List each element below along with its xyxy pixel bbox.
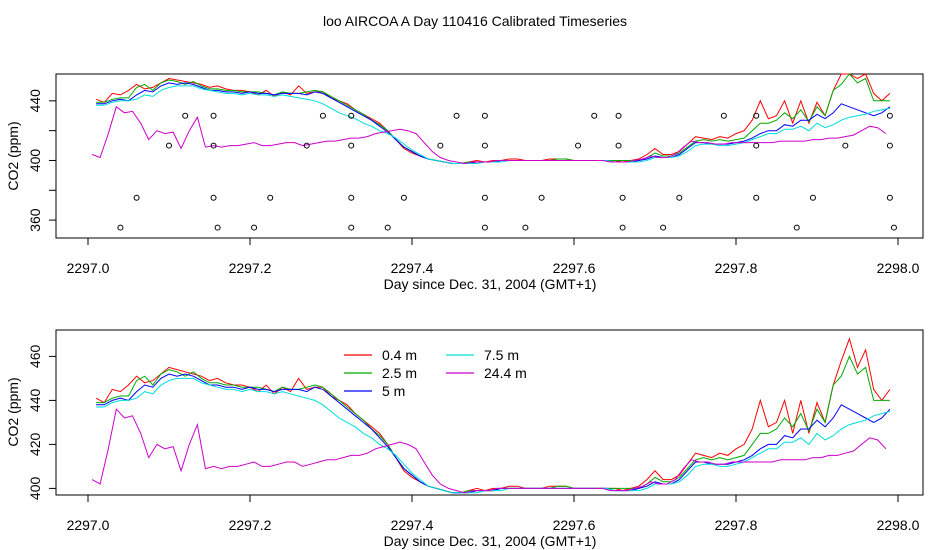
legend-label-4: 24.4 m [484, 365, 527, 381]
x-tick-label: 2297.8 [715, 517, 758, 533]
outlier-point [251, 224, 258, 231]
bottom-series-lines [91, 337, 891, 494]
series-line-0 [95, 337, 891, 494]
outlier-point [619, 224, 626, 231]
outlier-point [522, 224, 529, 231]
bottom-plot-frame [55, 329, 924, 496]
outlier-point [348, 224, 355, 231]
x-tick-label: 2297.2 [229, 260, 272, 276]
legend: 0.4 m 2.5 m 5 m 7.5 m 24.4 m [344, 347, 527, 399]
outlier-point [809, 194, 816, 201]
outlier-point [615, 112, 622, 119]
outlier-point [267, 194, 274, 201]
y-tick-label: 440 [27, 389, 43, 413]
x-tick-label: 2297.0 [67, 517, 110, 533]
top-series-lines [91, 73, 891, 165]
legend-label-3: 7.5 m [484, 347, 519, 363]
series-line-3 [96, 85, 890, 164]
top-panel: CO2 (ppm) Day since Dec. 31, 2004 (GMT+1… [5, 73, 924, 292]
legend-label-2: 5 m [382, 383, 405, 399]
x-tick-label: 2298.0 [877, 260, 920, 276]
outlier-point [753, 112, 760, 119]
outlier-point [348, 194, 355, 201]
outlier-point [886, 194, 893, 201]
top-axis-ticks: 2297.0 2297.2 2297.4 2297.6 2297.8 2298.0 360 4… [27, 89, 920, 276]
chart-title: loo AIRCOA A Day 110416 Calibrated Times… [323, 13, 627, 29]
series-line-3 [96, 377, 891, 494]
outlier-point [619, 194, 626, 201]
outlier-point [890, 224, 897, 231]
outlier-point [319, 112, 326, 119]
outlier-point [210, 112, 217, 119]
legend-label-1: 2.5 m [382, 365, 417, 381]
top-x-axis-label: Day since Dec. 31, 2004 (GMT+1) [384, 276, 597, 292]
outlier-point [214, 224, 221, 231]
outlier-point [481, 142, 488, 149]
outlier-point [481, 224, 488, 231]
outlier-point [660, 224, 667, 231]
bottom-y-axis-label: CO2 (ppm) [5, 377, 21, 446]
x-tick-label: 2297.6 [553, 260, 596, 276]
outlier-point [842, 142, 849, 149]
outlier-point [133, 194, 140, 201]
series-line-1 [96, 73, 890, 164]
x-tick-label: 2297.6 [553, 517, 596, 533]
outlier-point [166, 142, 172, 149]
y-tick-label: 440 [27, 89, 43, 113]
legend-label-0: 0.4 m [382, 347, 417, 363]
outlier-point [886, 112, 893, 119]
bottom-axis-ticks: 2297.0 2297.2 2297.4 2297.6 2297.8 2298.0 400 4… [27, 345, 920, 533]
y-tick-label: 400 [27, 149, 43, 173]
bottom-panel: CO2 (ppm) Day since Dec. 31, 2004 (GMT+1… [5, 329, 924, 549]
x-tick-label: 2298.0 [877, 517, 920, 533]
x-tick-label: 2297.8 [715, 260, 758, 276]
top-plot-frame [55, 73, 924, 239]
outlier-point [615, 142, 622, 149]
x-tick-label: 2297.0 [67, 260, 110, 276]
x-tick-label: 2297.4 [391, 517, 434, 533]
y-tick-label: 400 [27, 477, 43, 501]
outlier-point [793, 224, 800, 231]
outlier-point [303, 142, 310, 149]
series-line-2 [96, 82, 891, 164]
outlier-point [720, 112, 727, 119]
outlier-point [886, 142, 893, 149]
series-line-4 [91, 105, 887, 165]
x-tick-label: 2297.2 [229, 517, 272, 533]
outlier-point [437, 142, 444, 149]
outlier-point [538, 194, 545, 201]
outlier-point [591, 112, 598, 119]
series-line-4 [91, 408, 887, 494]
top-y-axis-label: CO2 (ppm) [5, 121, 21, 190]
bottom-x-axis-label: Day since Dec. 31, 2004 (GMT+1) [384, 533, 597, 549]
outlier-point [384, 224, 391, 231]
outlier-point [182, 112, 189, 119]
outlier-point [348, 112, 355, 119]
y-tick-label: 420 [27, 433, 43, 457]
outlier-point [210, 194, 217, 201]
outlier-point [481, 112, 488, 119]
y-tick-label: 460 [27, 345, 43, 369]
outlier-point [575, 142, 582, 149]
outlier-point [117, 224, 124, 231]
outlier-point [676, 194, 683, 201]
outlier-point [210, 142, 217, 149]
series-line-0 [95, 73, 891, 164]
y-tick-label: 360 [27, 208, 43, 232]
outlier-point [400, 194, 407, 201]
x-tick-label: 2297.4 [391, 260, 434, 276]
outlier-point [453, 112, 460, 119]
outlier-point [753, 142, 760, 149]
top-outlier-points [117, 112, 897, 231]
series-line-2 [96, 373, 891, 494]
outlier-point [753, 194, 760, 201]
outlier-point [348, 142, 355, 149]
outlier-point [481, 194, 488, 201]
